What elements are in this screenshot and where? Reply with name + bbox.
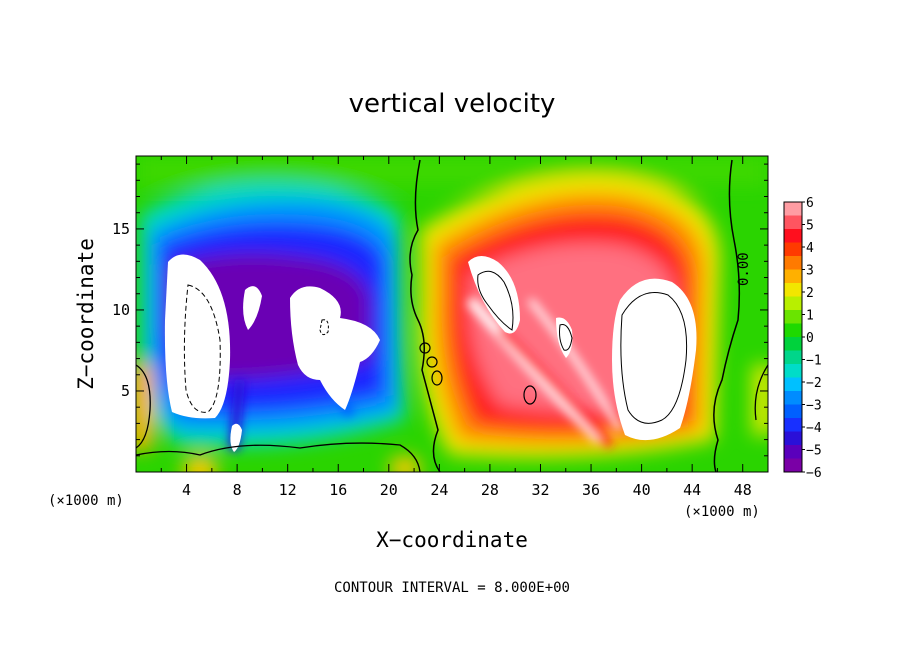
- zero-contour-blob-2: [426, 356, 438, 368]
- field-top-band: [136, 156, 768, 186]
- colorbar-label: −5: [806, 444, 822, 459]
- negative-contour-1: [183, 284, 221, 413]
- updraft-streak-3: [527, 298, 623, 432]
- y-axis-ticks: 5 10 15: [112, 163, 768, 457]
- contour-label: 0.00: [736, 252, 752, 286]
- bottom-warm-2: [389, 456, 421, 472]
- colorbar-label: 1: [806, 309, 814, 324]
- colorbar-label: −2: [806, 376, 822, 391]
- colorbar-swatch: [784, 310, 802, 324]
- colorbar-swatch: [784, 350, 802, 365]
- zero-contour-blob-3: [431, 370, 443, 386]
- positive-contour-3: [559, 324, 573, 351]
- x-axis-label: X−coordinate: [376, 528, 528, 552]
- colorbar-label: 6: [806, 196, 814, 211]
- colorbar-swatch: [784, 391, 802, 405]
- chart-title: vertical velocity: [349, 89, 556, 119]
- colorbar-label: 3: [806, 264, 814, 279]
- colorbar-swatch: [784, 296, 802, 311]
- x-axis-ticks: 4 8 12 16 20 24 28 32 36 40 44 48: [160, 156, 752, 499]
- zero-contour-right-edge: [754, 364, 768, 421]
- colorbar-swatch: [784, 256, 802, 270]
- colorbar-swatch: [784, 323, 802, 338]
- x-tick-label: 4: [182, 481, 191, 499]
- zero-contour-bottom-left: [136, 442, 421, 472]
- x-tick-label: 24: [430, 481, 448, 499]
- positive-contour-2: [477, 270, 514, 331]
- zero-contour-left: [409, 159, 441, 472]
- positive-contour-main: [620, 292, 688, 424]
- colorbar-swatch: [784, 431, 802, 446]
- zero-contour-left-edge: [136, 364, 151, 449]
- colorbar-swatch: [784, 445, 802, 459]
- colorbar-swatch: [784, 418, 802, 432]
- zero-contour-blob-1: [419, 342, 431, 354]
- y-tick-label: 5: [121, 382, 130, 400]
- updraft-streak-2: [497, 327, 613, 448]
- downdraft-core-3: [243, 286, 262, 330]
- zero-contour-right: [713, 159, 741, 472]
- x-tick-label: 48: [734, 481, 752, 499]
- x-unit-left: (×1000 m): [48, 493, 124, 509]
- x-tick-label: 32: [531, 481, 549, 499]
- contour-interval-footer: CONTOUR INTERVAL = 8.000E+00: [334, 580, 570, 596]
- plot-frame: [135, 155, 769, 473]
- y-tick-label: 15: [112, 220, 130, 238]
- colorbar-swatch: [784, 215, 802, 230]
- updraft-streak-1: [466, 296, 604, 444]
- x-tick-label: 28: [481, 481, 499, 499]
- colorbar-swatch: [784, 337, 802, 351]
- downdraft-core-4: [230, 423, 242, 452]
- colorbar-label: −6: [806, 466, 822, 481]
- colorbar-label: −3: [806, 399, 822, 414]
- x-tick-label: 20: [380, 481, 398, 499]
- colorbar-label: −1: [806, 354, 822, 369]
- colorbar-label: 0: [806, 331, 814, 346]
- downdraft-core-1: [164, 254, 231, 419]
- x-tick-label: 44: [683, 481, 701, 499]
- x-tick-label: 36: [582, 481, 600, 499]
- negative-contour-2: [319, 319, 329, 336]
- x-tick-label: 16: [329, 481, 347, 499]
- colorbar-swatch: [784, 364, 802, 378]
- zero-contour-blob-4: [523, 385, 537, 405]
- updraft-core-main: [612, 278, 697, 441]
- colorbar-label: 5: [806, 219, 814, 234]
- x-tick-label: 8: [233, 481, 242, 499]
- colorbar-swatch: [784, 458, 802, 473]
- colorbar-swatch: [784, 377, 802, 392]
- y-tick-label: 10: [112, 301, 130, 319]
- x-tick-label: 40: [633, 481, 651, 499]
- colorbar-swatch: [784, 404, 802, 419]
- downdraft-core-2: [290, 286, 380, 410]
- bottom-warm-1: [182, 456, 218, 472]
- x-unit-right: (×1000 m): [684, 504, 760, 520]
- colorbar-swatch: [784, 202, 802, 216]
- colorbar-label: 4: [806, 241, 814, 256]
- colorbar: 6 5 4 3 2 1 0 −1 −2 −3 −4 −5 −6: [783, 196, 822, 481]
- plot-area: 0.00: [136, 156, 768, 472]
- colorbar-label: −4: [806, 421, 822, 436]
- x-tick-label: 12: [279, 481, 297, 499]
- colorbar-swatch: [784, 229, 802, 243]
- colorbar-swatch: [784, 242, 802, 257]
- updraft-core-2: [468, 256, 520, 334]
- colorbar-label: 2: [806, 286, 814, 301]
- colorbar-swatch: [784, 269, 802, 284]
- left-edge-warm: [136, 365, 152, 450]
- y-axis-label: Z−coordinate: [74, 238, 98, 390]
- colorbar-swatch: [784, 283, 802, 297]
